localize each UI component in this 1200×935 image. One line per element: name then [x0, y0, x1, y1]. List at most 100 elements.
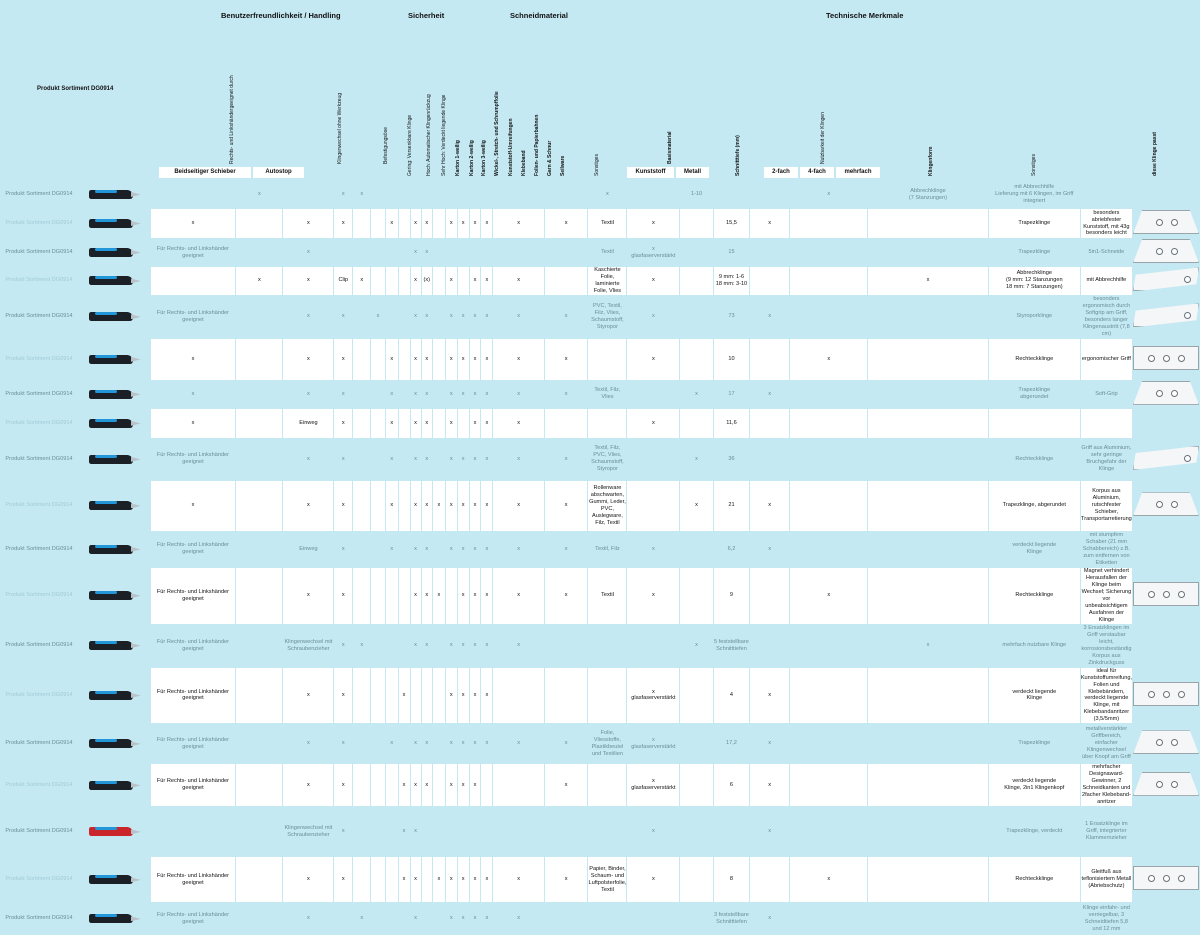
table-cell — [370, 666, 386, 725]
table-cell — [789, 666, 869, 725]
table-cell — [384, 266, 399, 296]
table-cell — [370, 180, 386, 209]
table-cell — [235, 530, 284, 568]
table-cell — [587, 806, 628, 858]
table-cell — [543, 407, 589, 439]
table-cell — [867, 294, 989, 339]
table-cell — [431, 806, 446, 858]
table-row: Produkt Sortiment DG0914 x x x x 1-10 x Abbrech… — [0, 180, 1200, 209]
table-cell: 36 — [712, 437, 751, 481]
table-cell — [789, 437, 869, 481]
table-cell — [282, 180, 335, 209]
table-cell: x — [420, 407, 434, 439]
table-cell — [987, 902, 1081, 935]
table-cell — [492, 180, 545, 209]
table-cell: x — [384, 437, 399, 481]
table-cell: 11,6 — [712, 407, 751, 439]
table-cell: Styroporklinge — [987, 294, 1081, 339]
table-cell — [456, 180, 470, 209]
table-cell: Für Rechts- und Linkshänder geeignet — [149, 856, 237, 904]
table-cell — [867, 208, 989, 239]
table-cell: x — [480, 723, 494, 765]
table-cell — [397, 623, 411, 668]
table-cell — [235, 407, 284, 439]
table-cell: x — [444, 294, 458, 339]
table-cell: x — [420, 208, 434, 239]
header-mat-6: Klebeband — [521, 150, 527, 176]
product-image — [76, 763, 151, 808]
table-cell: x — [480, 856, 494, 904]
table-cell — [444, 566, 458, 625]
header-mount: Befestigungsöse — [383, 127, 389, 164]
table-cell: x — [444, 379, 458, 409]
table-cell: Soft-Grip — [1079, 379, 1134, 409]
table-cell — [749, 566, 791, 625]
table-cell — [456, 238, 470, 267]
table-cell — [1079, 407, 1134, 439]
table-row: Produkt Sortiment DG0914 Für Rechts- und … — [0, 437, 1200, 481]
table-cell — [749, 437, 791, 481]
table-cell — [749, 337, 791, 381]
table-cell: x — [444, 266, 458, 296]
table-cell: x — [333, 566, 354, 625]
table-cell: x — [867, 623, 989, 668]
blade-image — [1132, 407, 1200, 439]
knife-icon — [83, 241, 145, 261]
table-cell: Für Rechts- und Linkshänder geeignet — [149, 294, 237, 339]
table-cell: x — [456, 723, 470, 765]
table-cell: Trapezklinge — [987, 723, 1081, 765]
table-cell: x — [492, 530, 545, 568]
table-cell: x — [444, 623, 458, 668]
table-cell — [370, 806, 386, 858]
table-cell — [370, 566, 386, 625]
header-other: Sonstiges — [594, 154, 600, 176]
table-cell: x — [384, 479, 399, 532]
product-image — [76, 530, 151, 568]
table-row: Produkt Sortiment DG0914 Für Rechts- und … — [0, 566, 1200, 625]
table-cell — [867, 530, 989, 568]
table-cell — [468, 238, 482, 267]
table-cell: x — [543, 437, 589, 481]
table-cell — [397, 437, 411, 481]
product-image — [76, 806, 151, 858]
table-cell: x — [352, 266, 372, 296]
table-cell: x — [333, 763, 354, 808]
product-image — [76, 337, 151, 381]
table-cell — [543, 266, 589, 296]
table-cell — [352, 479, 372, 532]
blade-image — [1132, 479, 1200, 532]
table-cell: x — [456, 763, 470, 808]
table-cell: x — [543, 856, 589, 904]
table-cell — [431, 902, 446, 935]
header-mat-7: Folien- und Papierbahnen — [534, 114, 540, 176]
table-cell — [867, 379, 989, 409]
table-cell: x — [468, 266, 482, 296]
product-image — [76, 437, 151, 481]
knife-icon — [83, 383, 145, 403]
product-image — [76, 902, 151, 935]
table-cell — [789, 379, 869, 409]
table-cell: x — [626, 407, 681, 439]
table-cell: x — [420, 379, 434, 409]
table-cell: x — [431, 856, 446, 904]
header-basematerial: Basismaterial — [667, 131, 673, 164]
table-cell: x — [543, 379, 589, 409]
table-cell: x — [444, 437, 458, 481]
table-cell: x — [468, 902, 482, 935]
product-title: Produkt Sortiment DG0914 — [37, 86, 114, 92]
table-cell: besonders abriebfester Kunststoff, mit 4… — [1079, 208, 1134, 239]
table-cell: x — [626, 294, 681, 339]
table-cell — [679, 208, 714, 239]
table-cell: x — [456, 437, 470, 481]
table-cell: 8 — [712, 856, 751, 904]
table-cell — [397, 238, 411, 267]
table-row: Produkt Sortiment DG0914 Für Rechts- und … — [0, 294, 1200, 339]
table-cell: x — [789, 337, 869, 381]
subheader-slider: Beidseitiger Schieber — [159, 167, 251, 178]
table-cell: x — [480, 623, 494, 668]
product-name: Produkt Sortiment DG0914 — [0, 407, 78, 439]
table-cell: x — [492, 566, 545, 625]
table-cell: Abbrechklinge (7 Stanzungen) — [867, 180, 989, 209]
table-cell: x — [480, 666, 494, 725]
table-row: Produkt Sortiment DG0914 x x x x x x x x x x x x Text… — [0, 208, 1200, 239]
